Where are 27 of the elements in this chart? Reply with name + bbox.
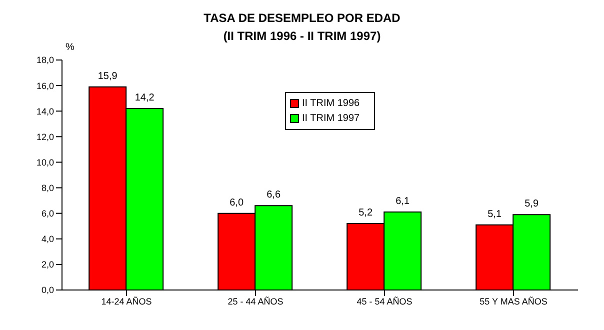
x-tick-label: 25 - 44 AÑOS: [228, 296, 284, 306]
y-tick-label: 18,0: [36, 55, 54, 66]
y-tick-label: 12,0: [36, 132, 54, 142]
y-tick-label: 10,0: [36, 157, 54, 168]
chart-title: TASA DE DESEMPLEO POR EDAD: [204, 11, 401, 25]
x-tick-label: 55 Y MAS AÑOS: [480, 296, 548, 306]
y-axis-title: %: [66, 42, 75, 53]
data-label: 5,9: [524, 198, 539, 210]
y-tick-label: 16,0: [36, 80, 54, 91]
data-label: 5,1: [488, 208, 502, 220]
y-tick-label: 0,0: [41, 285, 54, 296]
data-label: 6,6: [266, 190, 281, 201]
y-tick-label: 4,0: [41, 234, 54, 244]
x-tick-label: 14-24 AÑOS: [101, 296, 152, 306]
chart-subtitle: (II TRIM 1996 - II TRIM 1997): [223, 29, 381, 43]
data-label: 6,1: [396, 196, 410, 208]
y-tick-label: 2,0: [41, 260, 54, 270]
legend-label: II TRIM 1997: [302, 113, 360, 124]
data-label: 6,0: [230, 197, 244, 208]
legend-label: II TRIM 1996: [302, 98, 360, 109]
data-label: 14,2: [134, 92, 155, 104]
y-tick-label: 8,0: [41, 182, 54, 193]
y-tick-label: 14,0: [36, 106, 54, 116]
x-tick-label: 45 - 54 AÑOS: [356, 296, 412, 306]
y-tick-label: 6,0: [41, 208, 54, 219]
data-label: 5,2: [358, 208, 373, 219]
data-label: 15,9: [98, 70, 118, 82]
